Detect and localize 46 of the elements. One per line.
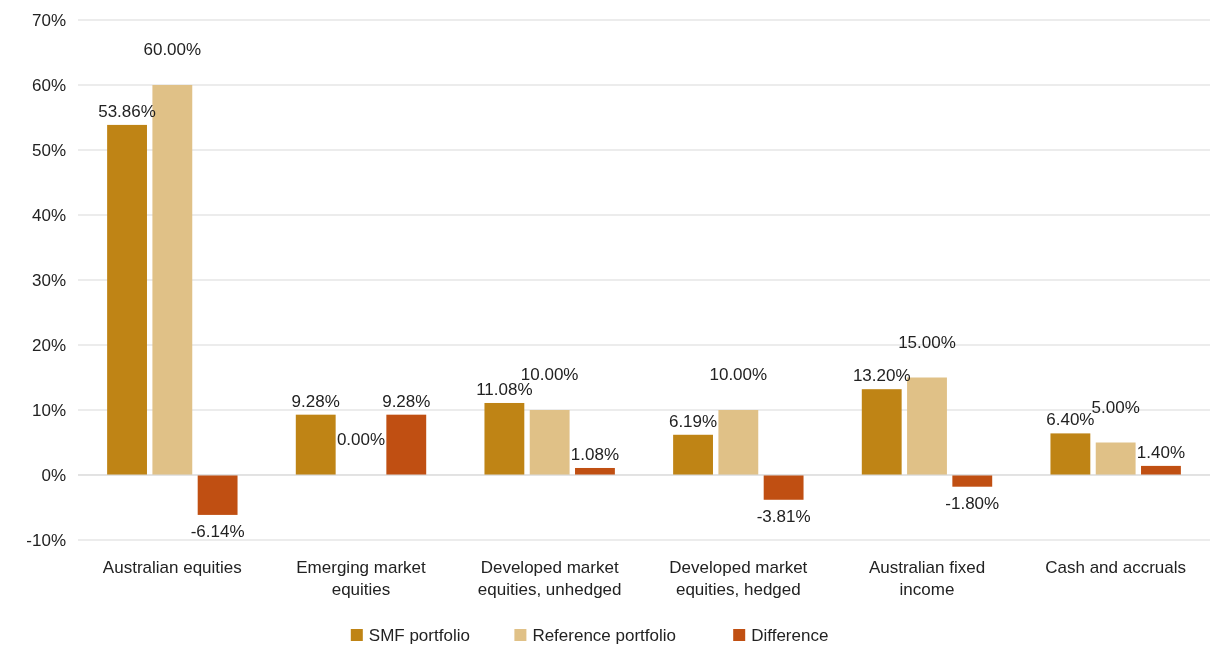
x-tick-label: Developed market equities, unhedged bbox=[477, 558, 622, 599]
x-tick-label: Developed market equities, hedged bbox=[669, 558, 808, 599]
y-tick-label: 10% bbox=[31, 401, 66, 420]
data-label: 5.00% bbox=[1091, 397, 1140, 417]
bar bbox=[718, 410, 759, 475]
data-label: 9.28% bbox=[291, 391, 340, 411]
data-label: 15.00% bbox=[898, 332, 956, 352]
bar bbox=[295, 414, 336, 475]
legend-label: SMF portfolio bbox=[368, 626, 470, 645]
data-label: 60.00% bbox=[143, 40, 202, 59]
bar bbox=[197, 475, 238, 515]
y-tick-label: -10% bbox=[26, 531, 66, 550]
bar bbox=[386, 414, 427, 475]
bar bbox=[1050, 433, 1091, 475]
x-tick-label: Emerging market equities bbox=[296, 558, 426, 599]
y-tick-label: 40% bbox=[31, 206, 66, 225]
data-label: 6.19% bbox=[668, 411, 718, 431]
bar bbox=[107, 124, 147, 475]
data-label: 13.20% bbox=[852, 366, 911, 386]
y-tick-label: 70% bbox=[31, 11, 66, 30]
data-label: 10.00% bbox=[709, 365, 768, 384]
data-label: 1.40% bbox=[1136, 442, 1186, 462]
data-label: 1.08% bbox=[570, 444, 620, 464]
y-tick-label: 30% bbox=[31, 271, 66, 290]
bar bbox=[763, 475, 804, 500]
x-tick-label: Australian equities bbox=[102, 558, 242, 577]
bar bbox=[952, 475, 993, 487]
x-tick-label: Cash and accruals bbox=[1045, 558, 1187, 577]
y-tick-label: 0% bbox=[41, 466, 66, 485]
legend-label: Difference bbox=[751, 626, 829, 645]
x-tick-label: Australian fixed income bbox=[868, 558, 986, 599]
bar bbox=[529, 410, 570, 475]
data-label: -6.14% bbox=[190, 521, 245, 541]
data-label: 9.28% bbox=[382, 391, 431, 411]
bar bbox=[484, 402, 525, 475]
legend-label: Reference portfolio bbox=[532, 626, 677, 645]
data-label: 0.00% bbox=[336, 430, 386, 449]
bar bbox=[861, 389, 902, 475]
y-tick-label: 50% bbox=[31, 141, 66, 160]
data-label: -1.80% bbox=[945, 493, 1000, 513]
y-tick-label: 20% bbox=[31, 336, 66, 355]
data-label: -3.81% bbox=[756, 506, 811, 526]
bar bbox=[673, 434, 713, 475]
y-tick-label: 60% bbox=[31, 76, 66, 95]
data-label: 53.86% bbox=[98, 101, 156, 121]
bar bbox=[1095, 442, 1136, 475]
